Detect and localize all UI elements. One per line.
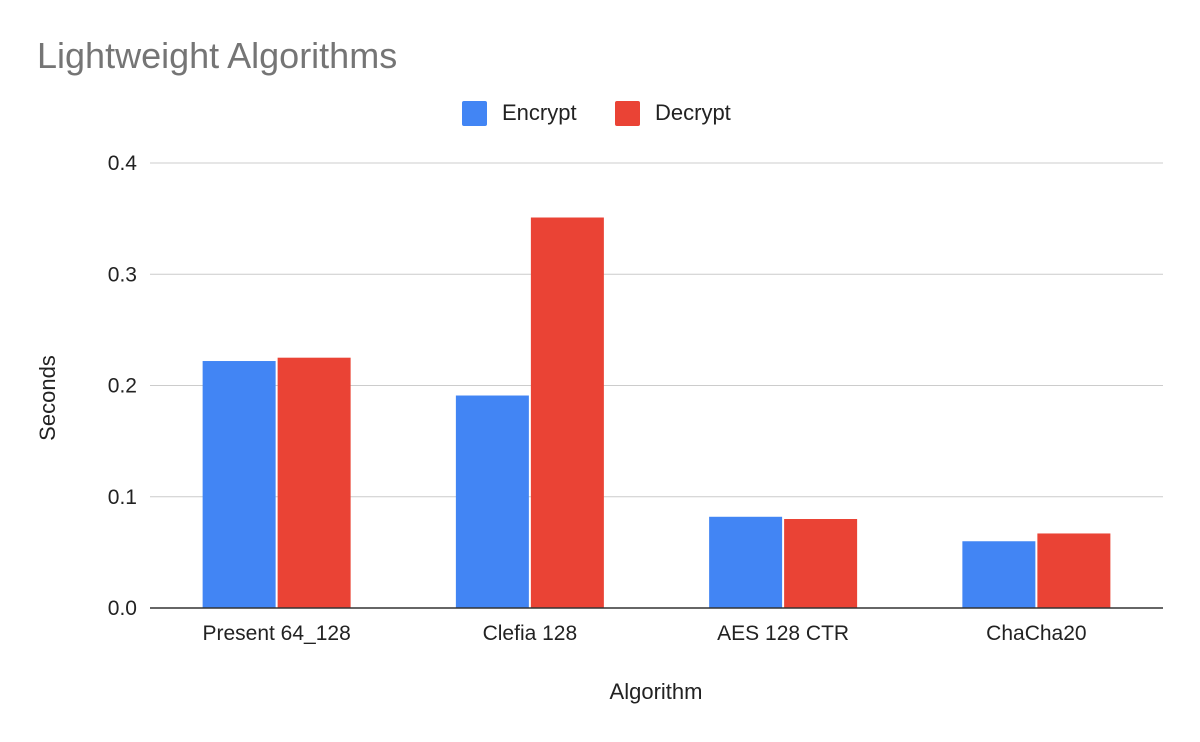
y-tick-label: 0.3 (108, 263, 137, 286)
bar-decrypt-0 (277, 357, 351, 608)
x-axis-ticks: Present 64_128 Clefia 128 AES 128 CTR ChaCh… (202, 622, 1086, 645)
bar-encrypt-1 (455, 395, 529, 608)
y-axis-label: Seconds (35, 355, 60, 441)
bar-encrypt-3 (962, 541, 1036, 608)
x-tick-label: ChaCha20 (986, 622, 1086, 645)
y-axis-ticks: 0.0 0.1 0.2 0.3 0.4 (108, 152, 138, 620)
x-tick-label: AES 128 CTR (717, 622, 849, 645)
y-tick-label: 0.2 (108, 375, 137, 398)
bar-decrypt-1 (530, 217, 604, 608)
legend: Encrypt Decrypt (462, 100, 731, 126)
chart-title: Lightweight Algorithms (37, 35, 397, 76)
bar-encrypt-0 (202, 361, 276, 608)
x-tick-label: Clefia 128 (483, 622, 578, 645)
bar-decrypt-3 (1037, 533, 1111, 608)
bars (202, 217, 1111, 608)
legend-label-decrypt: Decrypt (655, 100, 731, 125)
bar-decrypt-2 (784, 519, 858, 608)
y-tick-label: 0.4 (108, 152, 138, 175)
legend-label-encrypt: Encrypt (502, 100, 577, 125)
bar-encrypt-2 (709, 516, 783, 608)
y-tick-label: 0.1 (108, 486, 137, 509)
legend-swatch-decrypt (615, 101, 640, 126)
x-axis-label: Algorithm (610, 679, 703, 704)
x-tick-label: Present 64_128 (202, 622, 350, 645)
legend-swatch-encrypt (462, 101, 487, 126)
y-tick-label: 0.0 (108, 597, 137, 620)
